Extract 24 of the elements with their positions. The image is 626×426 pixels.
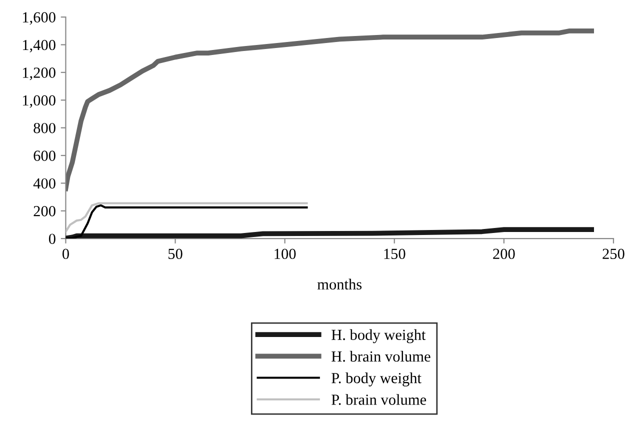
x-tick-label: 200 (493, 248, 515, 260)
x-axis-title: months (317, 278, 362, 290)
x-tick-label: 150 (384, 248, 406, 260)
y-tick-label: 800 (34, 122, 56, 134)
legend-label: P. brain volume (332, 394, 426, 405)
x-tick-label: 100 (274, 248, 296, 260)
y-tick-label: 400 (33, 178, 56, 189)
legend-label: H. brain volume (332, 350, 430, 362)
y-tick-label: 200 (34, 206, 56, 216)
y-tick-label: 1,400 (22, 40, 56, 52)
y-tick-label: 1,600 (22, 12, 56, 25)
y-tick-label: 1,200 (22, 68, 56, 80)
y-tick-label: 600 (34, 150, 56, 161)
line-series (66, 204, 308, 239)
line-series (66, 227, 594, 239)
x-tick-label: 0 (62, 248, 69, 260)
line-series (66, 28, 594, 192)
x-tick-label: 50 (168, 248, 182, 260)
legend-label: P. body weight (332, 372, 422, 386)
legend-label: H. body weight (332, 329, 426, 344)
y-tick-label: 0 (48, 234, 56, 244)
y-tick-label: 1,000 (22, 95, 56, 108)
line-series (66, 202, 308, 233)
x-tick-label: 250 (602, 248, 624, 260)
